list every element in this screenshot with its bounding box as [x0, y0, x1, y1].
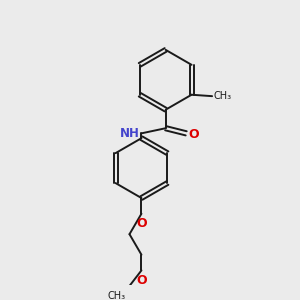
Text: O: O: [188, 128, 199, 141]
Text: NH: NH: [120, 127, 140, 140]
Text: O: O: [136, 274, 147, 287]
Text: CH₃: CH₃: [213, 91, 231, 101]
Text: CH₃: CH₃: [107, 291, 125, 300]
Text: O: O: [136, 217, 147, 230]
